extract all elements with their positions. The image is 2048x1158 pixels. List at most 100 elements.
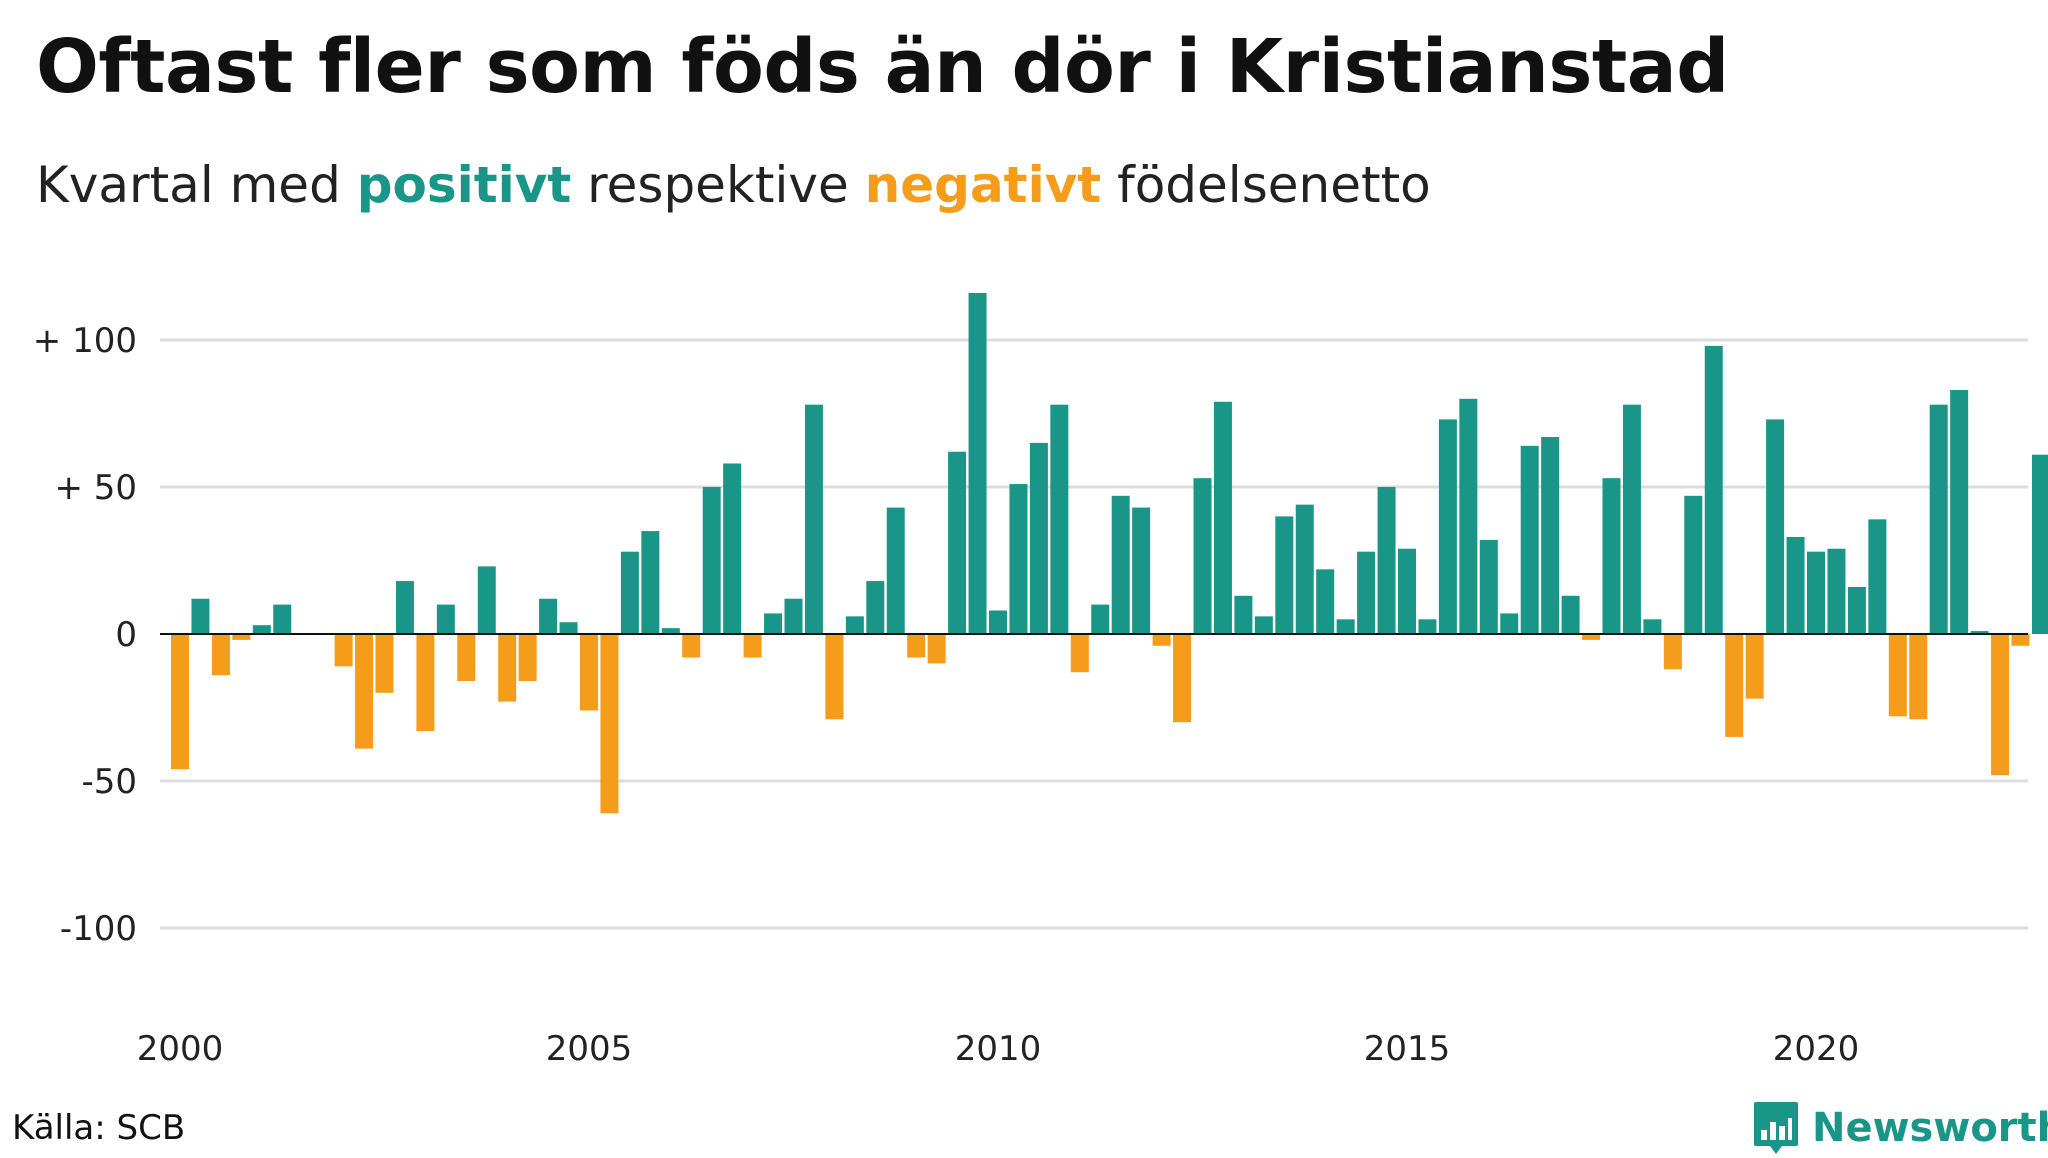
- bar-positive: [1398, 548, 1416, 634]
- bar-negative: [171, 634, 189, 770]
- source-label: Källa: SCB: [12, 1108, 186, 1148]
- bar-positive: [1418, 619, 1437, 634]
- bar-negative: [1909, 634, 1928, 720]
- bar-positive: [948, 451, 967, 634]
- x-tick-label: 2015: [1364, 1029, 1451, 1069]
- bar-positive: [1459, 398, 1478, 634]
- x-tick-label: 2005: [546, 1029, 633, 1069]
- bar-positive: [989, 610, 1007, 634]
- bar-positive: [1827, 548, 1846, 634]
- bar-negative: [907, 634, 926, 658]
- bar-positive: [1479, 539, 1498, 634]
- bar-negative: [743, 634, 762, 658]
- subtitle-part-2: respektive: [571, 156, 865, 214]
- bar-positive: [252, 625, 271, 634]
- bar-negative: [682, 634, 701, 658]
- bar-positive: [1561, 595, 1580, 634]
- bar-negative: [1582, 634, 1601, 640]
- bar-negative: [211, 634, 230, 676]
- bar-positive: [1520, 445, 1539, 634]
- bar-positive: [1541, 437, 1560, 634]
- bar-negative: [375, 634, 394, 693]
- bar-negative: [355, 634, 374, 749]
- newsworthy-logo-icon: [1754, 1102, 1798, 1154]
- chart-subtitle: Kvartal med positivt respektive negativt…: [36, 156, 1431, 214]
- bar-negative: [416, 634, 435, 732]
- bar-positive: [1929, 404, 1948, 634]
- bar-positive: [702, 487, 721, 634]
- bar-positive: [477, 566, 496, 634]
- bar-positive: [1234, 595, 1253, 634]
- bar-positive: [1950, 389, 1969, 634]
- bar-positive: [1622, 404, 1641, 634]
- subtitle-positive-word: positivt: [356, 156, 572, 214]
- bar-positive: [1847, 586, 1866, 634]
- bar-positive: [1438, 419, 1457, 634]
- bar-negative: [927, 634, 946, 664]
- bar-positive: [866, 581, 885, 634]
- y-tick-label: + 100: [33, 321, 137, 361]
- bar-positive: [1602, 478, 1621, 634]
- bar-positive: [1009, 484, 1028, 634]
- bar-negative: [580, 634, 598, 711]
- bar-negative: [1991, 634, 2010, 776]
- bar-negative: [518, 634, 537, 682]
- bar-negative: [1725, 634, 1744, 737]
- x-tick-label: 2010: [955, 1029, 1042, 1069]
- bar-positive: [1316, 569, 1335, 634]
- bar-positive: [1357, 551, 1376, 634]
- bar-negative: [334, 634, 353, 667]
- bar-positive: [641, 531, 660, 634]
- brand-logo[interactable]: Newsworthy: [1752, 1098, 2048, 1158]
- bar-positive: [2031, 454, 2048, 634]
- bar-negative: [1663, 634, 1682, 670]
- bar-negative: [2011, 634, 2030, 646]
- bar-positive: [559, 622, 578, 634]
- bar-positive: [1970, 631, 1989, 634]
- bar-positive: [539, 598, 558, 634]
- bar-negative: [1745, 634, 1764, 699]
- bar-negative: [232, 634, 251, 640]
- bar-positive: [1807, 551, 1825, 634]
- bar-positive: [1193, 478, 1212, 634]
- bar-positive: [1786, 536, 1805, 634]
- bar-negative: [1070, 634, 1089, 673]
- bar-positive: [395, 581, 414, 634]
- bar-positive: [723, 463, 742, 634]
- bar-positive: [764, 613, 783, 634]
- bar-positive: [1643, 619, 1662, 634]
- bar-negative: [600, 634, 619, 814]
- bar-positive: [1766, 419, 1785, 634]
- subtitle-negative-word: negativt: [864, 156, 1102, 214]
- bar-positive: [436, 604, 455, 634]
- bar-positive: [661, 628, 680, 634]
- bar-positive: [1111, 495, 1130, 634]
- bar-positive: [1704, 345, 1723, 634]
- bar-positive: [1868, 519, 1887, 634]
- bar-positive: [1132, 507, 1151, 634]
- bar-positive: [886, 507, 905, 634]
- bar-positive: [1336, 619, 1355, 634]
- y-tick-label: -100: [60, 909, 137, 949]
- bar-negative: [1888, 634, 1907, 717]
- bar-positive: [845, 616, 864, 634]
- bar-negative: [498, 634, 517, 702]
- bar-positive: [1500, 613, 1519, 634]
- bar-positive: [620, 551, 639, 634]
- subtitle-part-1: Kvartal med: [36, 156, 357, 214]
- bar-positive: [1275, 516, 1294, 634]
- bar-negative: [1173, 634, 1192, 723]
- subtitle-part-3: födelsenetto: [1101, 156, 1431, 214]
- bar-negative: [1152, 634, 1171, 646]
- bar-positive: [1091, 604, 1110, 634]
- y-tick-label: 0: [115, 615, 137, 655]
- bar-positive: [968, 292, 987, 634]
- bar-positive: [1050, 404, 1069, 634]
- y-tick-label: -50: [81, 762, 137, 802]
- bar-positive: [273, 604, 292, 634]
- chart-title: Oftast fler som föds än dör i Kristianst…: [36, 24, 1729, 110]
- bar-positive: [1377, 487, 1396, 634]
- bar-positive: [1684, 495, 1703, 634]
- bar-positive: [804, 404, 823, 634]
